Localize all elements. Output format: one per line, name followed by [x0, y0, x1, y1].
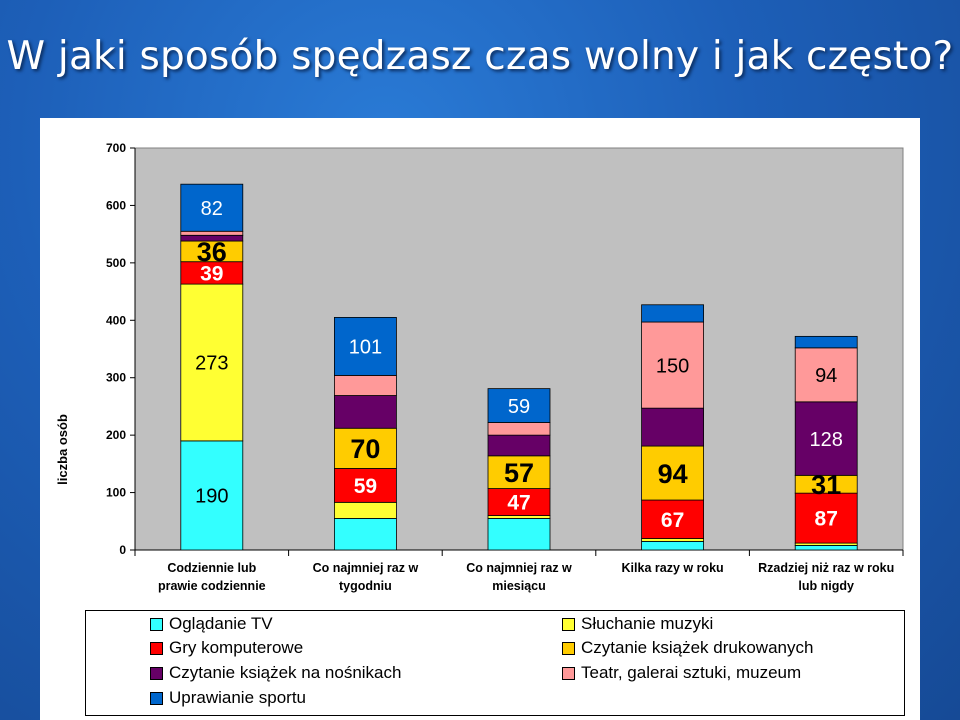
legend-label: Czytanie książek drukowanych: [581, 638, 814, 657]
y-tick-label: 0: [119, 543, 126, 557]
data-label: 59: [354, 475, 377, 498]
data-label: 67: [661, 509, 684, 532]
data-label: 39: [200, 262, 223, 285]
y-axis-label: liczba osób: [55, 414, 70, 485]
bar-segment: [180, 283, 244, 442]
data-label: 273: [195, 353, 228, 375]
x-category-label: miesiącu: [492, 579, 546, 593]
data-label: 82: [201, 198, 223, 220]
data-label: 190: [195, 486, 228, 508]
y-tick-label: 700: [106, 141, 126, 155]
bar-segment: [333, 395, 397, 429]
bar-segment: [641, 445, 704, 501]
bar-segment: [487, 518, 551, 551]
legend-label: Słuchanie muzyki: [581, 614, 714, 633]
data-label: 70: [350, 434, 380, 464]
bar-segment: [333, 427, 397, 469]
x-category-label: Codziennie lub: [167, 561, 256, 575]
legend-item: Czytanie książek na nośnikach: [150, 662, 401, 684]
legend-item: Oglądanie TV: [150, 613, 273, 635]
data-label: 59: [508, 396, 530, 418]
x-category-label: Kilka razy w roku: [622, 561, 724, 575]
slide-title: W jaki sposób spędzasz czas wolny i jak …: [6, 34, 954, 79]
legend-item: Teatr, galerai sztuki, muzeum: [562, 662, 801, 684]
bar-segment: [487, 488, 551, 516]
data-label: 57: [504, 458, 534, 488]
y-tick-label: 600: [106, 198, 126, 212]
bar-segment: [180, 183, 244, 232]
data-label: 36: [197, 237, 227, 267]
bar-segment: [794, 545, 858, 551]
data-label: 101: [349, 337, 382, 359]
bar-segment: [641, 321, 704, 409]
x-category-label: Co najmniej raz w: [466, 561, 572, 575]
stacked-bar-chart: 0 100 200 300 400 500 600 700 liczba osób Codzien…: [55, 141, 904, 593]
y-tick-label: 400: [106, 313, 126, 327]
legend-label: Teatr, galerai sztuki, muzeum: [581, 663, 802, 682]
bar-segment: [333, 501, 397, 519]
bar-segment: [333, 518, 397, 551]
legend-item: Słuchanie muzyki: [562, 613, 713, 635]
data-label: 94: [658, 459, 688, 489]
data-label: 150: [656, 355, 689, 377]
legend-swatch: [562, 641, 575, 655]
data-label: 87: [815, 508, 838, 531]
bar-segment: [487, 422, 551, 436]
legend-item: Gry komputerowe: [150, 637, 303, 659]
legend-swatch: [150, 666, 163, 680]
x-category-label: tygodniu: [339, 579, 392, 593]
data-label: 94: [815, 365, 837, 387]
bar-segment: [641, 540, 704, 551]
bar-segment: [333, 375, 397, 396]
y-tick-label: 100: [106, 486, 126, 500]
x-category-label: prawie codziennie: [158, 579, 266, 593]
chart-legend: Oglądanie TV Słuchanie muzyki Gry komputer…: [85, 610, 905, 716]
bar-segment: [794, 401, 858, 476]
x-category-label: lub nigdy: [798, 579, 854, 593]
bar-segment: [641, 304, 704, 323]
legend-swatch: [562, 666, 575, 680]
legend-swatch: [150, 641, 163, 655]
data-label: 47: [507, 492, 530, 515]
bar-segment: [794, 492, 858, 544]
bar-segment: [487, 434, 551, 457]
bar-segment: [333, 317, 397, 376]
data-label: 128: [810, 429, 843, 451]
legend-swatch: [150, 691, 163, 705]
bar-segment: [180, 230, 244, 236]
legend-label: Czytanie książek na nośnikach: [169, 663, 402, 682]
legend-label: Oglądanie TV: [169, 614, 273, 633]
legend-label: Uprawianie sportu: [169, 688, 307, 707]
legend-swatch: [150, 617, 163, 631]
bar-segment: [487, 455, 551, 489]
bar-segment: [794, 347, 858, 403]
bar-segment: [180, 440, 244, 551]
legend-swatch: [562, 617, 575, 631]
legend-label: Gry komputerowe: [169, 638, 304, 657]
x-category-label: Co najmniej raz w: [313, 561, 419, 575]
legend-item: Czytanie książek drukowanych: [562, 637, 813, 659]
legend-item: Uprawianie sportu: [150, 687, 306, 709]
bar-segment: [487, 388, 551, 423]
bar-segment: [641, 499, 704, 539]
y-tick-label: 500: [106, 256, 126, 270]
bar-segment: [641, 407, 704, 447]
chart-panel: 0 100 200 300 400 500 600 700 liczba osób Codzien…: [40, 118, 920, 720]
x-category-label: Rzadziej niż raz w roku: [758, 561, 894, 575]
bar-segment: [641, 538, 704, 542]
y-tick-label: 200: [106, 428, 126, 442]
bar-segment: [794, 335, 858, 349]
y-tick-label: 300: [106, 371, 126, 385]
bar-segment: [487, 515, 551, 519]
data-label: 31: [811, 470, 841, 500]
